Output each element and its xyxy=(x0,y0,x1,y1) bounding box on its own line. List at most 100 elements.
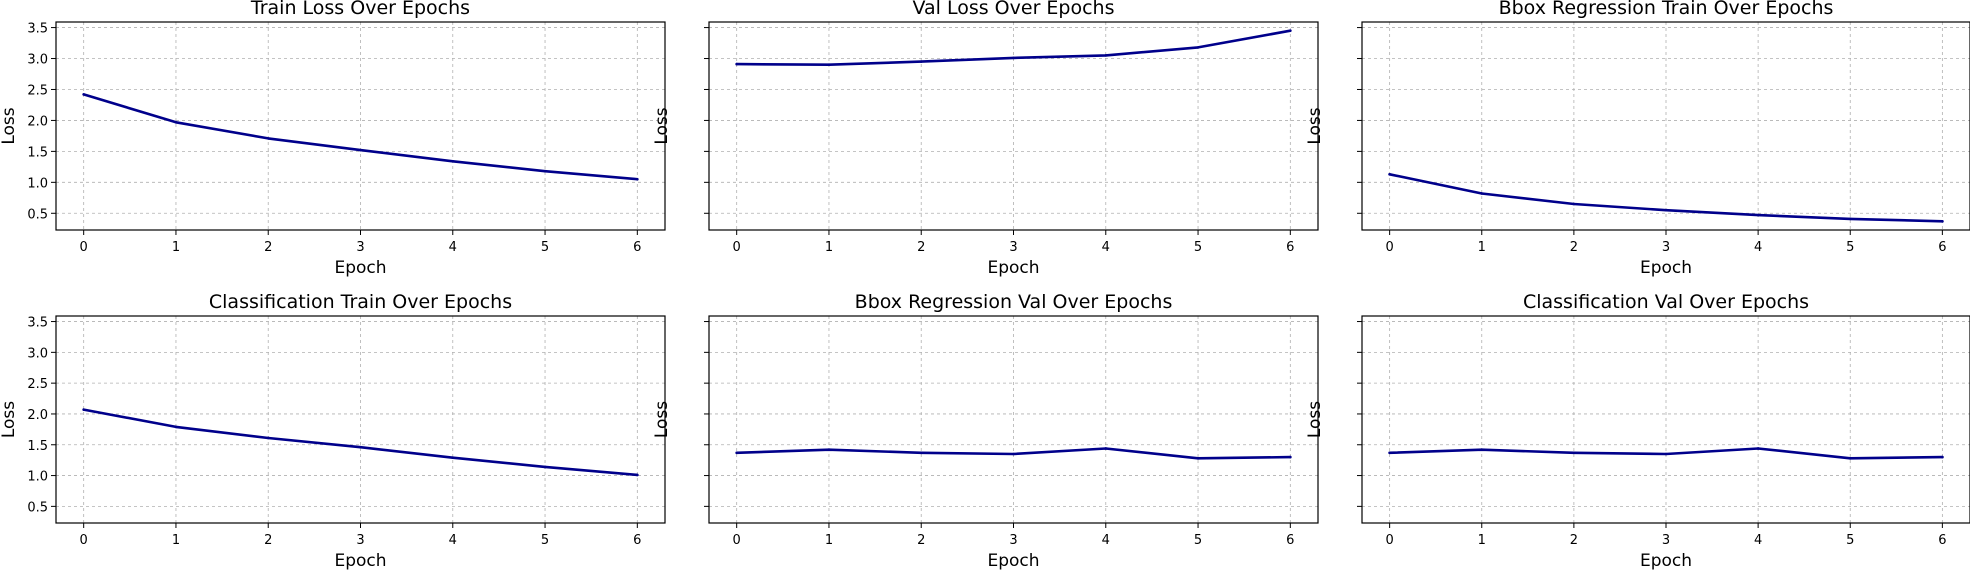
plot-frame xyxy=(55,315,666,524)
x-tick-label: 2 xyxy=(264,240,272,255)
y-axis-label: Loss xyxy=(1305,401,1325,438)
x-tick-label: 2 xyxy=(1570,240,1578,255)
y-tick-label: 2.5 xyxy=(27,83,48,98)
x-axis-label: Epoch xyxy=(987,551,1039,570)
x-tick-label: 3 xyxy=(1662,533,1670,548)
data-point xyxy=(1196,457,1200,460)
y-tick-label: 3.5 xyxy=(27,316,48,331)
x-tick-label: 1 xyxy=(172,533,180,548)
chart-panel-1: 0 1 2 3 4 5 6 0.5 1.0 1.5 2.0 2.5 3.0 3.5 Train Loss O… xyxy=(0,0,666,278)
x-tick-label: 6 xyxy=(1286,240,1294,255)
chart-title: Bbox Regression Train Over Epochs xyxy=(1499,0,1834,19)
x-tick-label: 0 xyxy=(80,240,88,255)
x-tick-label: 2 xyxy=(264,533,272,548)
x-tick-label: 0 xyxy=(1385,533,1393,548)
data-point xyxy=(1196,46,1200,49)
data-point xyxy=(1388,451,1391,455)
x-tick-label: 1 xyxy=(172,240,180,255)
y-tick-label: 0.5 xyxy=(27,500,48,515)
x-tick-label: 5 xyxy=(1194,240,1202,255)
data-point xyxy=(1104,447,1108,450)
data-point xyxy=(1848,217,1852,221)
chart-panel-4: 0 1 2 3 4 5 6 0.5 1.0 1.5 2.0 2.5 3.0 3.5 Classificati… xyxy=(0,291,666,570)
y-axis-label: Loss xyxy=(1305,107,1325,144)
x-tick-label: 2 xyxy=(917,533,925,548)
data-point xyxy=(1388,172,1391,176)
data-point xyxy=(827,448,831,451)
y-tick-label: 1.0 xyxy=(27,470,48,485)
data-point xyxy=(636,473,639,477)
chart-title: Bbox Regression Val Over Epochs xyxy=(855,291,1173,313)
x-axis-label: Epoch xyxy=(1640,258,1692,278)
data-point xyxy=(1289,29,1292,32)
data-point xyxy=(1941,455,1944,459)
data-point xyxy=(827,63,831,67)
x-tick-label: 5 xyxy=(541,240,549,255)
y-tick-label: 1.5 xyxy=(27,439,48,454)
data-point xyxy=(1289,455,1292,459)
plot-frame xyxy=(708,21,1319,231)
x-tick-label: 6 xyxy=(633,240,641,255)
data-point xyxy=(451,456,455,459)
data-point xyxy=(1941,220,1944,223)
plot-frame xyxy=(1361,315,1970,524)
data-point xyxy=(543,169,547,173)
x-tick-label: 4 xyxy=(1754,533,1762,548)
data-point xyxy=(1756,213,1760,217)
x-tick-label: 1 xyxy=(825,533,833,548)
x-tick-label: 3 xyxy=(1009,240,1017,255)
chart-panel-2: 0 1 2 3 4 5 6 Val Loss Over Epochs Epoch Loss xyxy=(652,0,1319,278)
x-tick-label: 4 xyxy=(1102,533,1110,548)
x-tick-label: 0 xyxy=(80,533,88,548)
data-point xyxy=(82,93,85,96)
y-axis-label: Loss xyxy=(0,401,19,438)
data-point xyxy=(1664,452,1668,456)
data-point xyxy=(1012,56,1015,60)
data-point xyxy=(82,408,85,411)
x-axis-label: Epoch xyxy=(334,258,386,278)
y-tick-label: 2.0 xyxy=(27,408,48,423)
y-axis-label: Loss xyxy=(652,401,672,438)
x-tick-label: 5 xyxy=(1846,533,1854,548)
x-tick-label: 5 xyxy=(1846,240,1854,255)
x-tick-label: 6 xyxy=(1938,240,1946,255)
x-tick-label: 1 xyxy=(1478,533,1486,548)
data-point xyxy=(266,137,270,140)
x-tick-label: 4 xyxy=(1754,240,1762,255)
data-point xyxy=(1756,447,1760,450)
x-tick-label: 3 xyxy=(1662,240,1670,255)
x-axis-label: Epoch xyxy=(987,258,1039,278)
chart-title: Classification Val Over Epochs xyxy=(1523,291,1809,313)
chart-panel-3: 0 1 2 3 4 5 6 Bbox Regression Train Over Epochs… xyxy=(1305,0,1970,278)
data-point xyxy=(919,60,923,63)
y-tick-label: 3.5 xyxy=(27,22,48,37)
y-axis-label: Loss xyxy=(652,107,672,144)
data-point xyxy=(543,465,547,469)
data-point xyxy=(1572,202,1576,206)
data-point xyxy=(735,451,738,455)
x-tick-label: 4 xyxy=(449,533,457,548)
data-point xyxy=(359,148,362,152)
plot-frame xyxy=(55,21,666,231)
data-point xyxy=(636,177,639,181)
chart-title: Classification Train Over Epochs xyxy=(209,291,512,313)
chart-title: Val Loss Over Epochs xyxy=(912,0,1114,19)
data-point xyxy=(451,159,455,163)
y-tick-label: 2.5 xyxy=(27,377,48,392)
data-point xyxy=(266,436,270,440)
chart-panel-6: 0 1 2 3 4 5 6 Classification Val Over Epochs Epo… xyxy=(1305,291,1970,570)
data-point xyxy=(1848,457,1852,460)
y-tick-label: 0.5 xyxy=(27,207,48,222)
data-point xyxy=(735,62,738,66)
data-point xyxy=(1480,448,1484,451)
y-axis-label: Loss xyxy=(0,107,19,144)
data-point xyxy=(174,425,178,429)
x-tick-label: 0 xyxy=(733,533,741,548)
x-tick-label: 3 xyxy=(356,240,364,255)
x-tick-label: 4 xyxy=(449,240,457,255)
x-tick-label: 6 xyxy=(1938,533,1946,548)
y-tick-label: 3.0 xyxy=(27,53,48,68)
x-tick-label: 6 xyxy=(1286,533,1294,548)
x-tick-label: 3 xyxy=(1009,533,1017,548)
